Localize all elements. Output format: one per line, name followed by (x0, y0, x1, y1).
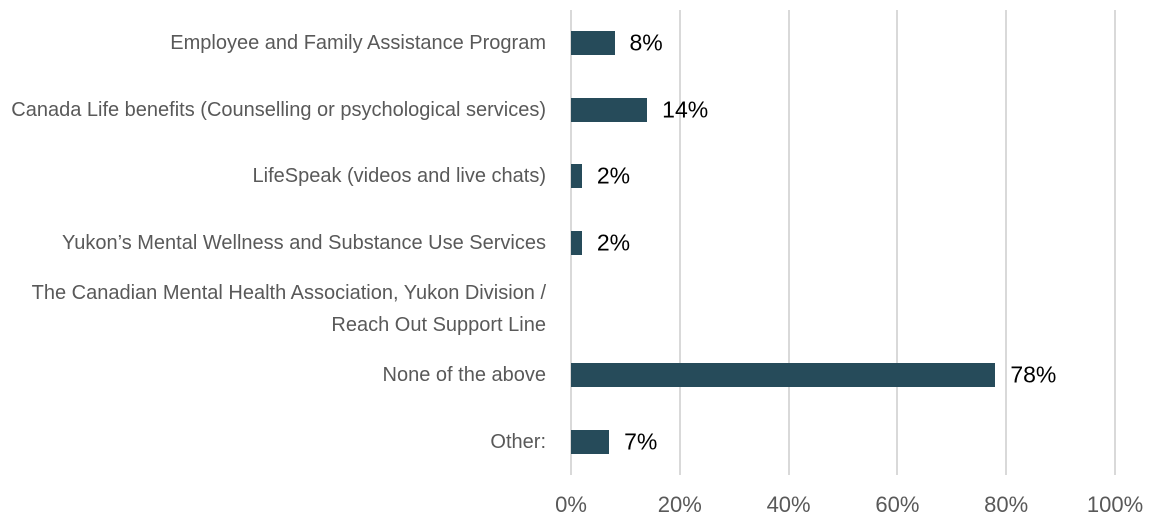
category-label: Canada Life benefits (Counselling or psy… (11, 98, 546, 121)
value-label: 7% (624, 428, 658, 455)
category-label: None of the above (382, 364, 546, 387)
x-tick-label: 80% (984, 492, 1029, 517)
bar (571, 363, 996, 388)
category-label: LifeSpeak (videos and live chats) (252, 165, 547, 188)
x-tick-label: 100% (1086, 492, 1144, 517)
x-tick-label: 40% (766, 492, 811, 517)
value-label: 8% (629, 29, 663, 56)
bar (571, 429, 610, 454)
grid-line (896, 10, 899, 475)
grid-line (1114, 10, 1116, 475)
category-label: Yukon’s Mental Wellness and Substance Us… (62, 231, 546, 254)
x-tick-label: 20% (657, 492, 702, 517)
category-label: Other: (490, 430, 546, 453)
bar (571, 97, 648, 122)
category-label: Employee and Family Assistance Program (170, 32, 546, 55)
value-label: 78% (1010, 361, 1057, 388)
grid-line (787, 10, 790, 475)
bar (571, 164, 582, 189)
bar (571, 31, 615, 56)
value-label: 2% (596, 162, 631, 189)
bar (571, 230, 582, 255)
value-label: 14% (662, 96, 709, 123)
value-label: 2% (596, 229, 631, 255)
category-label: The Canadian Mental Health Association, … (31, 281, 546, 336)
grid-line (678, 10, 681, 475)
x-tick-label: 60% (875, 492, 920, 517)
grid-line (1005, 10, 1008, 475)
x-tick-label: 0% (555, 492, 587, 517)
